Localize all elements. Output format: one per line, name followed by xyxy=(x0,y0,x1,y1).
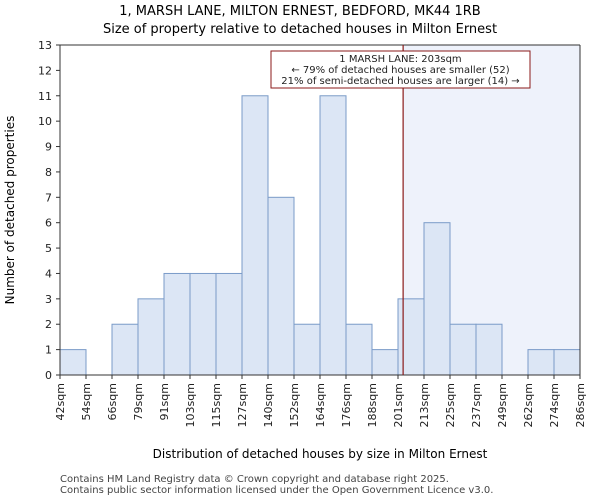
bar-127sqm xyxy=(241,95,269,376)
annotation-line-1: 1 MARSH LANE: 203sqm xyxy=(339,54,461,65)
bar-188sqm xyxy=(371,349,399,376)
x-tick-label-262sqm: 262sqm xyxy=(522,383,535,427)
y-tick-label-5: 5 xyxy=(45,242,52,255)
x-axis: 42sqm 54sqm 66sqm 79sqm 91sqm 103sqm 115sqm 127… xyxy=(54,44,587,427)
annotation-line-3: 21% of semi-detached houses are larger (… xyxy=(281,76,519,87)
bars xyxy=(59,95,581,376)
x-tick-label-237sqm: 237sqm xyxy=(470,383,483,427)
bar-201sqm xyxy=(397,298,425,376)
y-tick-label-6: 6 xyxy=(45,217,52,230)
y-tick-label-1: 1 xyxy=(45,344,52,357)
y-tick-label-13: 13 xyxy=(38,39,52,52)
y-tick-label-2: 2 xyxy=(45,318,52,331)
x-tick-label-249sqm: 249sqm xyxy=(496,383,509,427)
x-tick-label-140sqm: 140sqm xyxy=(262,383,275,427)
y-tick-label-9: 9 xyxy=(45,141,52,154)
bar-103sqm xyxy=(189,272,217,376)
y-axis-label: Number of detached properties xyxy=(3,116,17,305)
bar-176sqm xyxy=(345,323,373,376)
x-tick-label-225sqm: 225sqm xyxy=(444,383,457,427)
annotation-border xyxy=(270,50,531,89)
bar-262sqm xyxy=(527,349,555,376)
bar-152sqm xyxy=(293,323,321,376)
x-tick-label-42sqm: 42sqm xyxy=(54,383,67,420)
y-tick-label-12: 12 xyxy=(38,64,52,77)
x-tick-label-54sqm: 54sqm xyxy=(80,383,93,420)
y-tick-label-8: 8 xyxy=(45,166,52,179)
x-tick-label-213sqm: 213sqm xyxy=(418,383,431,427)
annotation-line-2: ← 79% of detached houses are smaller (52… xyxy=(291,65,509,76)
bar-274sqm xyxy=(553,349,581,376)
x-tick-label-79sqm: 79sqm xyxy=(132,383,145,420)
bar-91sqm xyxy=(163,272,191,376)
y-tick-label-11: 11 xyxy=(38,90,52,103)
bar-66sqm xyxy=(111,323,139,376)
y-tick-label-0: 0 xyxy=(45,369,52,382)
y-tick-label-3: 3 xyxy=(45,293,52,306)
x-tick-label-188sqm: 188sqm xyxy=(366,383,379,427)
bar-42sqm xyxy=(59,349,87,376)
x-tick-label-286sqm: 286sqm xyxy=(574,383,587,427)
x-axis-label: Distribution of detached houses by size … xyxy=(153,447,488,461)
x-tick-label-66sqm: 66sqm xyxy=(106,383,119,420)
x-tick-label-127sqm: 127sqm xyxy=(236,383,249,427)
bar-213sqm xyxy=(423,222,451,376)
footer-licence: Contains public sector information licen… xyxy=(60,485,494,496)
x-tick-label-164sqm: 164sqm xyxy=(314,383,327,427)
x-tick-label-201sqm: 201sqm xyxy=(392,383,405,427)
x-tick-label-274sqm: 274sqm xyxy=(548,383,561,427)
y-tick-label-7: 7 xyxy=(45,191,52,204)
x-tick-label-91sqm: 91sqm xyxy=(158,383,171,420)
annotation-box: 1 MARSH LANE: 203sqm ← 79% of detached h… xyxy=(270,50,531,89)
chart-subtitle: Size of property relative to detached ho… xyxy=(103,22,497,37)
bar-115sqm xyxy=(215,272,243,376)
x-tick-label-152sqm: 152sqm xyxy=(288,383,301,427)
y-tick-label-4: 4 xyxy=(45,267,52,280)
bar-237sqm xyxy=(475,323,503,376)
bar-79sqm xyxy=(137,298,165,376)
y-tick-label-10: 10 xyxy=(38,115,52,128)
bar-164sqm xyxy=(319,95,347,376)
bar-225sqm xyxy=(449,323,477,376)
footer-copyright: Contains HM Land Registry data © Crown c… xyxy=(60,474,449,485)
x-tick-label-115sqm: 115sqm xyxy=(210,383,223,427)
chart-title: 1, MARSH LANE, MILTON ERNEST, BEDFORD, M… xyxy=(119,4,480,19)
bar-140sqm xyxy=(267,196,295,376)
x-tick-label-176sqm: 176sqm xyxy=(340,383,353,427)
x-tick-label-103sqm: 103sqm xyxy=(184,383,197,427)
